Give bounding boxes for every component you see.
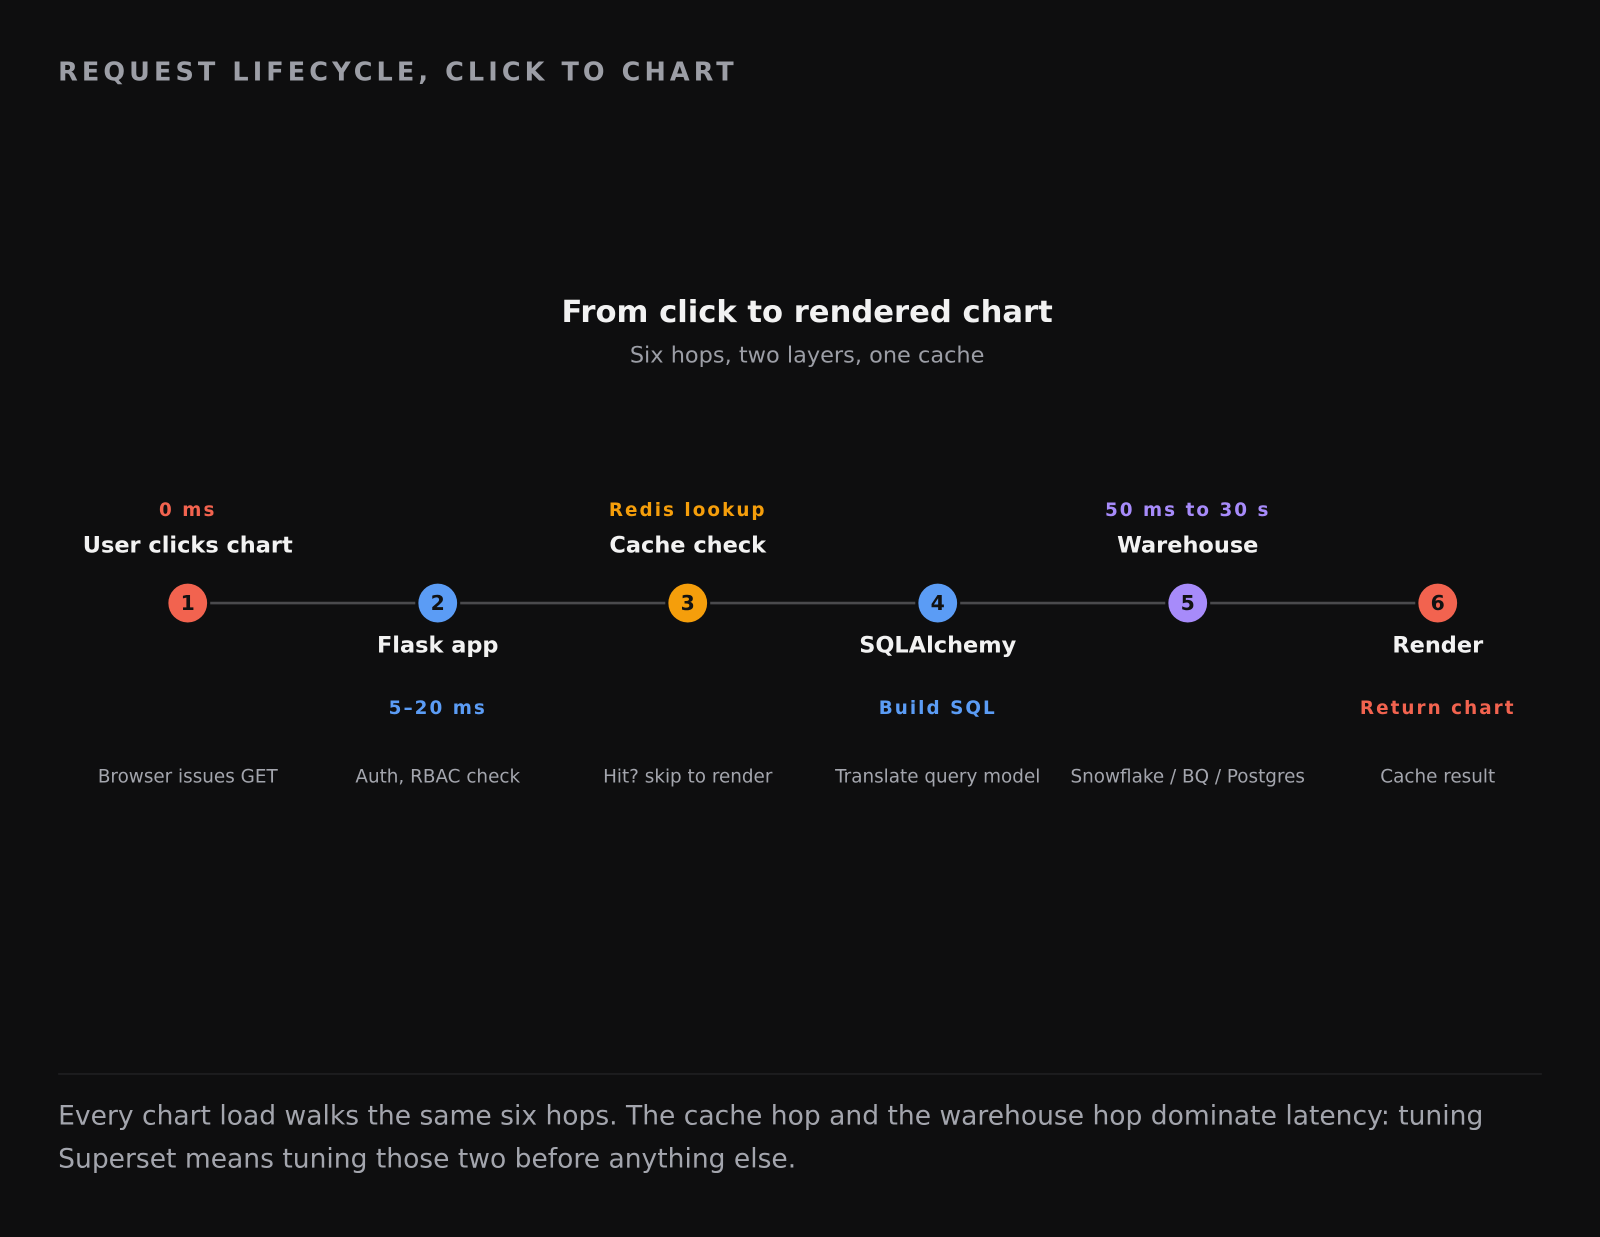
footer-text: Every chart load walks the same six hops… bbox=[58, 1101, 1484, 1175]
step-name: SQLAlchemy bbox=[859, 632, 1016, 658]
step-detail: Translate query model bbox=[834, 767, 1040, 788]
step-name: User clicks chart bbox=[83, 532, 293, 558]
step-number: 1 bbox=[181, 591, 195, 615]
step-tag: 50 ms to 30 s bbox=[1105, 500, 1271, 521]
step-node bbox=[418, 583, 458, 623]
diagram-subtitle: Six hops, two layers, one cache bbox=[630, 343, 985, 369]
step-number: 5 bbox=[1181, 591, 1195, 615]
step-name: Flask app bbox=[377, 632, 499, 658]
diagram-title: From click to rendered chart bbox=[561, 295, 1052, 330]
step-name: Render bbox=[1392, 632, 1483, 658]
step-node bbox=[668, 583, 708, 623]
step-detail: Cache result bbox=[1380, 767, 1495, 788]
step-tag: 0 ms bbox=[159, 500, 216, 521]
step-detail: Auth, RBAC check bbox=[355, 767, 520, 788]
step-node bbox=[1168, 583, 1208, 623]
step-node bbox=[918, 583, 958, 623]
step-number: 4 bbox=[931, 591, 945, 615]
step-node bbox=[1418, 583, 1458, 623]
step-detail: Snowflake / BQ / Postgres bbox=[1071, 767, 1305, 788]
step-detail: Hit? skip to render bbox=[603, 767, 773, 788]
step-number: 3 bbox=[681, 591, 695, 615]
step-tag: 5–20 ms bbox=[389, 698, 487, 719]
divider bbox=[58, 1073, 1542, 1075]
step-tag: Build SQL bbox=[879, 698, 997, 719]
diagram: From click to rendered chart Six hops, t… bbox=[83, 295, 1516, 788]
header-label: REQUEST LIFECYCLE, CLICK TO CHART bbox=[58, 57, 738, 87]
step-tag: Redis lookup bbox=[609, 500, 767, 521]
step-node bbox=[168, 583, 208, 623]
step-name: Cache check bbox=[609, 532, 767, 558]
step-number: 2 bbox=[431, 591, 445, 615]
step-name: Warehouse bbox=[1117, 532, 1258, 558]
step-detail: Browser issues GET bbox=[98, 767, 279, 788]
step-tag: Return chart bbox=[1360, 698, 1516, 719]
step-number: 6 bbox=[1431, 591, 1445, 615]
